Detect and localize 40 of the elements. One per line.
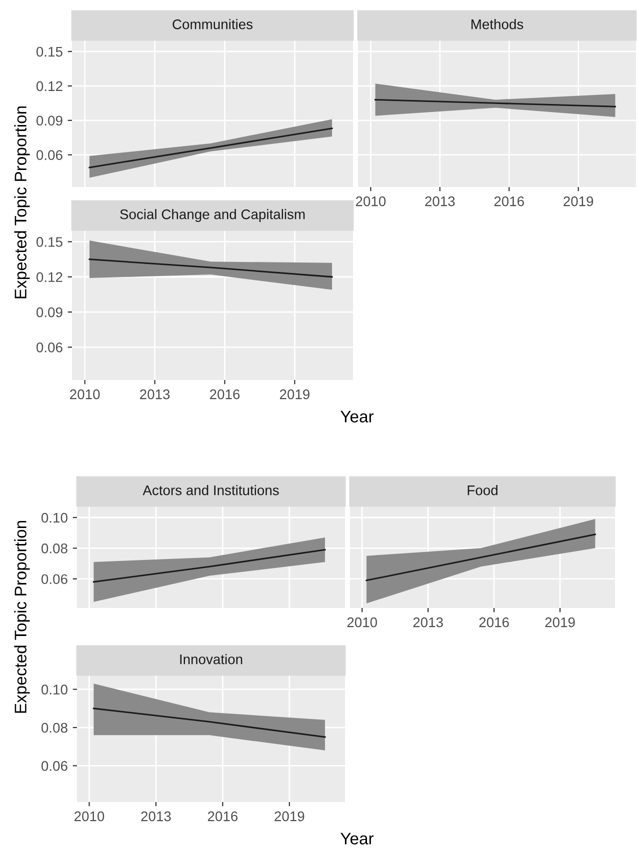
y-tick-label: 0.06	[41, 574, 68, 584]
x-tick-label: 2016	[210, 389, 240, 400]
y-tick-label: 0.09	[36, 307, 62, 318]
x-tick-label: 2010	[356, 196, 386, 206]
y-tick-label: 0.12	[36, 272, 62, 282]
y-axis-title: Expected Topic Proportion	[14, 520, 30, 713]
x-tick-label: 2019	[545, 617, 575, 628]
y-tick-label: 0.06	[41, 761, 68, 771]
x-tick-label: 2013	[425, 196, 455, 206]
x-tick-label: 2013	[140, 389, 170, 400]
x-axis-title: Year	[340, 410, 374, 422]
x-tick-label: 2016	[208, 811, 238, 822]
chart-title: Food	[468, 485, 498, 496]
x-tick-label: 2010	[74, 811, 104, 822]
y-axis-title: Expected Topic Proportion	[14, 106, 30, 298]
y-tick-label: 0.06	[36, 150, 62, 160]
x-tick-label: 2010	[70, 389, 100, 400]
y-tick-label: 0.12	[36, 81, 62, 92]
x-tick-label: 2019	[280, 389, 310, 400]
chart-title: Methods	[472, 19, 524, 30]
y-tick-label: 0.10	[41, 512, 68, 523]
y-tick-label: 0.06	[36, 342, 62, 352]
x-tick-label: 2016	[494, 196, 524, 206]
x-tick-label: 2019	[564, 196, 594, 206]
x-tick-label: 2016	[479, 617, 509, 628]
y-tick-label: 0.08	[41, 544, 68, 554]
chart-title: Innovation	[180, 654, 242, 664]
x-tick-label: 2013	[413, 617, 443, 628]
x-tick-label: 2013	[141, 811, 171, 822]
chart-title: Communities	[172, 19, 253, 30]
chart-title: Social Change and Capitalism	[120, 209, 305, 222]
chart-title: Actors and Institutions	[142, 485, 279, 496]
x-tick-label: 2010	[347, 617, 377, 628]
x-axis-title: Year	[340, 832, 374, 844]
y-tick-label: 0.09	[36, 116, 62, 126]
x-tick-label: 2019	[274, 811, 304, 822]
y-tick-label: 0.15	[36, 46, 62, 57]
y-tick-label: 0.10	[41, 684, 68, 694]
y-tick-label: 0.08	[41, 722, 68, 733]
y-tick-label: 0.15	[36, 237, 62, 247]
